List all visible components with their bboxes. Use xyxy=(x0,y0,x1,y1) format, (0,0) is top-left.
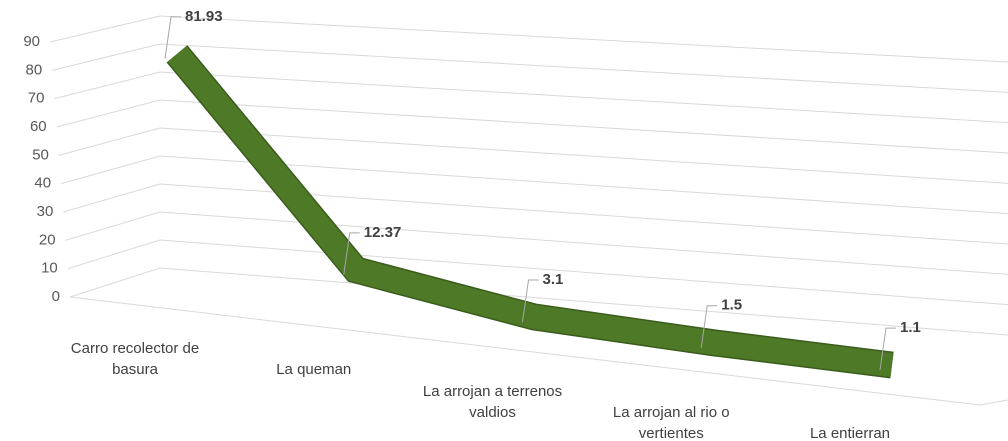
y-tick-label: 70 xyxy=(28,90,45,107)
y-tick-label: 10 xyxy=(41,260,58,277)
grid-line xyxy=(58,127,1008,184)
leader-line xyxy=(164,16,181,59)
line xyxy=(167,46,894,377)
y-tick-label: 30 xyxy=(37,203,54,220)
y-tick-label: 0 xyxy=(52,288,60,305)
data-label: 81.93 xyxy=(185,8,223,25)
data-label: 12.37 xyxy=(364,224,402,241)
y-tick-label: 20 xyxy=(39,231,56,248)
grid-line xyxy=(60,155,1008,215)
grid-line xyxy=(67,239,1008,306)
y-tick-label: 50 xyxy=(32,146,49,163)
grid-line xyxy=(54,71,1008,124)
grid-line xyxy=(49,15,1008,63)
x-tick-label: La entierran xyxy=(809,425,891,441)
data-label: 1.5 xyxy=(721,297,742,314)
y-tick-label: 40 xyxy=(34,175,51,192)
leader-line xyxy=(700,305,718,348)
x-tick-label: Carro recolector de basura xyxy=(70,340,200,379)
leader-line xyxy=(522,279,539,323)
x-tick-label: La queman xyxy=(276,361,352,379)
y-tick-label: 80 xyxy=(26,61,43,78)
grid-line xyxy=(63,183,1008,245)
data-label: 3.1 xyxy=(543,271,564,288)
y-tick-label: 60 xyxy=(30,118,47,135)
grid-line xyxy=(69,267,1008,336)
x-tick-label: La arrojan al rio o vertientes xyxy=(612,403,730,441)
data-label: 1.1 xyxy=(900,319,921,336)
y-tick-label: 90 xyxy=(23,33,40,50)
floor-edge xyxy=(69,296,1008,406)
x-tick-label: La arrojan a terrenos valdios xyxy=(422,382,563,421)
grid-line xyxy=(56,99,1008,154)
grid-line xyxy=(65,211,1008,275)
leader-line xyxy=(343,232,360,275)
leader-line xyxy=(879,327,896,371)
grid-line xyxy=(52,43,1008,93)
